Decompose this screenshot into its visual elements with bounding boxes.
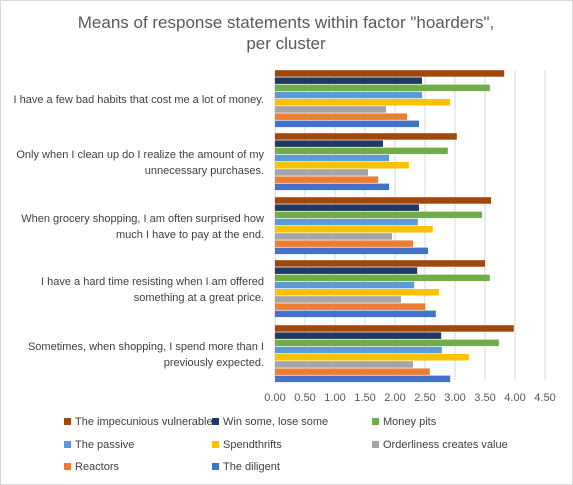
bar-the-impecunious-vulnerable-3: [275, 197, 491, 204]
bar-the-diligent-5: [275, 375, 451, 383]
bar-win-some-lose-some-3: [275, 204, 419, 211]
bar-money-pits-4: [275, 274, 490, 282]
bar-the-passive-2: [275, 154, 389, 162]
bar-orderliness-creates-value-3: [275, 233, 392, 240]
legend-swatch: [372, 441, 379, 448]
bar-money-pits-2: [275, 147, 448, 155]
bar-orderliness-creates-value-1: [275, 106, 386, 113]
bar-win-some-lose-some-2: [275, 140, 383, 147]
bar-win-some-lose-some-4: [275, 267, 418, 274]
bar-reactors-5: [275, 368, 430, 375]
chart-title-line: per cluster: [246, 34, 326, 53]
legend-item: Orderliness creates value: [372, 439, 508, 451]
bar-the-impecunious-vulnerable-4: [275, 260, 485, 267]
category-label: I have a few bad habits that cost me a l…: [14, 94, 265, 106]
legend-item: Spendthrifts: [212, 439, 282, 451]
bar-spendthrifts-1: [275, 99, 451, 106]
bar-spendthrifts-5: [275, 354, 469, 361]
chart-title-line: Means of response statements within fact…: [78, 13, 495, 32]
category-label: I have a hard time resisting when I am o…: [41, 276, 264, 288]
legend-swatch: [212, 441, 219, 448]
bar-money-pits-1: [275, 84, 490, 92]
x-tick-label: 1.50: [354, 392, 375, 404]
bar-money-pits-5: [275, 339, 499, 347]
bar-reactors-4: [275, 303, 425, 310]
legend-item: The impecunious vulnerable: [64, 416, 213, 428]
legend-label: The passive: [75, 439, 134, 451]
legend-item: Reactors: [64, 461, 120, 473]
legend-swatch: [372, 418, 379, 425]
bar-the-diligent-4: [275, 310, 436, 318]
bars: [275, 70, 514, 383]
bar-the-diligent-2: [275, 183, 389, 191]
x-tick-label: 4.50: [534, 392, 555, 404]
bar-spendthrifts-2: [275, 162, 409, 169]
legend-item: Win some, lose some: [212, 416, 328, 428]
legend-label: The diligent: [223, 461, 280, 473]
x-tick-label: 3.00: [444, 392, 465, 404]
x-tick-label: 3.50: [474, 392, 495, 404]
bar-spendthrifts-4: [275, 289, 439, 296]
bar-the-passive-3: [275, 218, 418, 226]
bar-reactors-3: [275, 240, 413, 247]
legend-item: The passive: [64, 439, 134, 451]
legend-item: The diligent: [212, 461, 280, 473]
legend-label: Orderliness creates value: [383, 439, 508, 451]
category-labels: I have a few bad habits that cost me a l…: [14, 94, 265, 369]
legend-label: The impecunious vulnerable: [75, 416, 213, 428]
category-label: something at a great price.: [134, 292, 264, 304]
legend-label: Spendthrifts: [223, 439, 282, 451]
bar-the-passive-5: [275, 346, 442, 354]
bar-orderliness-creates-value-2: [275, 169, 368, 176]
category-label: much I have to pay at the end.: [116, 229, 264, 241]
bar-the-diligent-3: [275, 247, 428, 255]
x-tick-label: 2.50: [414, 392, 435, 404]
category-label: Sometimes, when shopping, I spend more t…: [28, 341, 264, 353]
legend-label: Money pits: [383, 416, 437, 428]
category-label: previously expected.: [164, 357, 264, 369]
x-tick-label: 4.00: [504, 392, 525, 404]
legend-swatch: [212, 463, 219, 470]
legend-swatch: [64, 441, 71, 448]
bar-the-impecunious-vulnerable-2: [275, 133, 457, 140]
legend-label: Reactors: [75, 461, 120, 473]
chart-title: Means of response statements within fact…: [78, 13, 495, 53]
bar-reactors-2: [275, 176, 379, 183]
legend-swatch: [64, 418, 71, 425]
bar-orderliness-creates-value-4: [275, 296, 401, 303]
bar-money-pits-3: [275, 211, 482, 219]
x-tick-label: 0.00: [264, 392, 285, 404]
legend-swatch: [212, 418, 219, 425]
category-label: When grocery shopping, I am often surpri…: [21, 213, 264, 225]
bar-win-some-lose-some-1: [275, 77, 422, 84]
legend: The impecunious vulnerable Win some, lose…: [64, 416, 508, 473]
bar-orderliness-creates-value-5: [275, 361, 413, 368]
bar-the-diligent-1: [275, 120, 419, 128]
bar-the-impecunious-vulnerable-1: [275, 70, 505, 77]
x-axis-tick-labels: 0.00 0.50 1.00 1.50 2.00 2.50 3.00 3.50 4.00 4.50: [264, 392, 555, 404]
category-label: Only when I clean up do I realize the am…: [16, 149, 264, 161]
bar-the-impecunious-vulnerable-5: [275, 325, 514, 332]
bar-win-some-lose-some-5: [275, 332, 442, 339]
bar-reactors-1: [275, 113, 407, 120]
x-tick-label: 0.50: [294, 392, 315, 404]
bar-the-passive-1: [275, 91, 422, 99]
bar-spendthrifts-3: [275, 226, 433, 233]
legend-swatch: [64, 463, 71, 470]
x-tick-label: 1.00: [324, 392, 345, 404]
legend-item: Money pits: [372, 416, 437, 428]
x-tick-label: 2.00: [384, 392, 405, 404]
category-label: unnecessary purchases.: [145, 165, 264, 177]
bar-the-passive-4: [275, 281, 415, 289]
legend-label: Win some, lose some: [223, 416, 328, 428]
